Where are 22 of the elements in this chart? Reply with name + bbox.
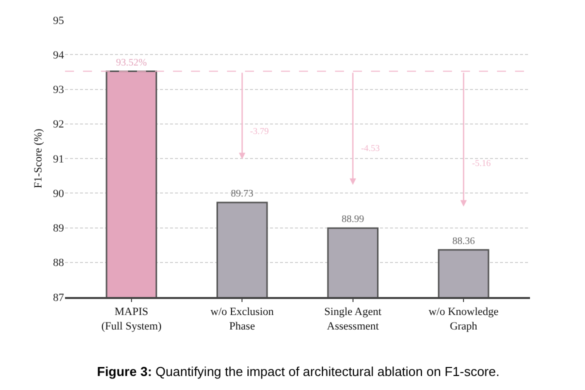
x-tick-label: Single Agent Assessment (324, 306, 382, 332)
y-tick-label: 90 (53, 188, 64, 200)
x-tick-label: MAPIS (Full System) (101, 306, 162, 332)
y-tick-label: 89 (53, 222, 64, 235)
y-axis-title: F1-Score (%) (32, 128, 45, 188)
y-tick-label: 87 (53, 292, 64, 304)
y-tick-label: 93 (53, 84, 64, 96)
y-tick-label: 88 (53, 257, 64, 270)
x-tick-label: w/o Exclusion Phase (210, 306, 274, 332)
data-label: 89.73 (230, 188, 254, 200)
annotation: -4.53 (361, 143, 380, 153)
x-tick-label: w/o Knowledge Graph (428, 306, 499, 332)
annotation: -3.79 (250, 126, 270, 136)
caption: Figure 3: Quantifying the impact of architectural ablation on F1-score. (97, 364, 500, 379)
annotation: -5.16 (472, 158, 492, 168)
y-tick-label: 91 (53, 153, 64, 166)
data-label: 88.99 (342, 214, 364, 226)
y-tick-label: 92 (53, 118, 64, 131)
data-label: 88.36 (452, 236, 475, 247)
data-label: 93.52% (116, 57, 147, 68)
y-tick-label: 95 (53, 14, 64, 27)
y-tick-label: 94 (53, 49, 64, 62)
